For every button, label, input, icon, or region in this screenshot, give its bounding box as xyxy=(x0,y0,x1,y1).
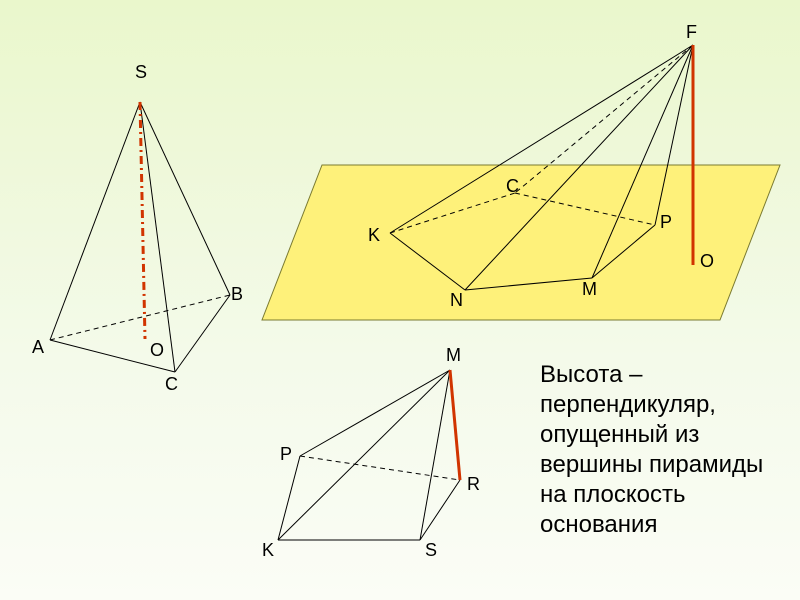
fig3-label-M: M xyxy=(446,345,461,366)
fig3-label-K: K xyxy=(262,540,274,561)
description-text: Высота – перпендикуляр, опущенный из вер… xyxy=(540,360,780,540)
fig1-label-A: A xyxy=(32,337,44,358)
fig2-label-K: K xyxy=(368,225,380,246)
fig2-label-M: M xyxy=(582,279,597,300)
fig2-label-O: O xyxy=(700,251,714,272)
fig2-label-N: N xyxy=(450,290,463,311)
fig1-label-O: O xyxy=(150,340,164,361)
fig3-label-S: S xyxy=(425,540,437,561)
diagram-canvas: Высота – перпендикуляр, опущенный из вер… xyxy=(0,0,800,600)
fig2-label-C: C xyxy=(506,176,519,197)
fig2-label-F: F xyxy=(686,22,697,43)
fig2-label-P: P xyxy=(660,212,672,233)
fig3-label-P: P xyxy=(280,444,292,465)
fig1-label-S: S xyxy=(135,62,147,83)
fig3-label-R: R xyxy=(467,474,480,495)
fig1-label-C: C xyxy=(165,374,178,395)
fig1-label-B: B xyxy=(231,284,243,305)
